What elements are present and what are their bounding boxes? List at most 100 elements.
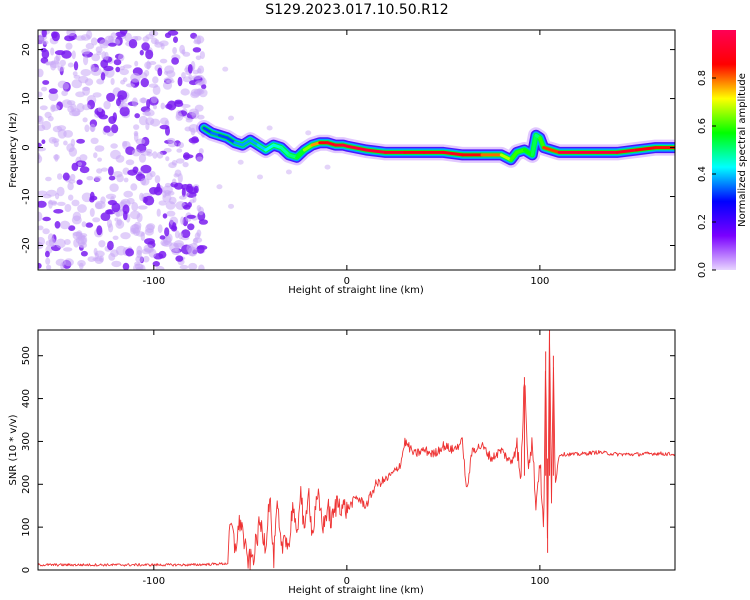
noise-blob — [38, 91, 43, 98]
noise-blob — [85, 222, 94, 228]
ridge-segment — [302, 143, 314, 152]
noise-blob — [47, 200, 58, 205]
noise-blob — [153, 104, 157, 110]
noise-blob — [152, 151, 158, 159]
noise-blob — [55, 238, 66, 249]
noise-blob — [139, 97, 148, 104]
noise-blob — [61, 90, 68, 97]
noise-blob — [177, 173, 183, 184]
noise-blob — [106, 92, 116, 102]
noise-blob — [168, 196, 177, 205]
ridge-segment — [241, 138, 252, 147]
noise-blob — [193, 39, 202, 45]
ridge-segment — [634, 146, 658, 152]
noise-blob — [90, 64, 95, 72]
noise-blob — [192, 196, 197, 203]
snr-x-axis-label: Height of straight line (km) — [288, 585, 424, 596]
noise-blob — [65, 42, 73, 50]
colorbar-tick-label: 0.8 — [697, 70, 708, 86]
noise-blob — [140, 78, 149, 88]
y-tick-label: -20 — [21, 237, 32, 253]
noise-blob — [198, 219, 208, 225]
noise-blob — [92, 217, 101, 223]
noise-blob — [144, 195, 155, 206]
noise-blob — [159, 58, 168, 64]
noise-blob — [64, 204, 72, 212]
noise-blob — [174, 182, 184, 190]
noise-blob — [185, 185, 194, 193]
noise-blob — [192, 47, 202, 53]
noise-blob — [141, 42, 150, 51]
noise-blob — [165, 103, 173, 110]
noise-blob — [110, 149, 121, 160]
noise-blob — [100, 212, 111, 222]
noise-blob — [156, 208, 161, 217]
noise-blob — [173, 173, 179, 178]
colorbar-ticks: 0.0 0.2 0.4 0.6 0.8 — [697, 70, 716, 278]
ridge-segment — [225, 136, 237, 145]
noise-blob — [159, 124, 170, 130]
snr-frame — [37, 329, 676, 571]
noise-blob — [66, 143, 75, 153]
noise-blob — [154, 175, 161, 184]
noise-blob — [152, 261, 160, 267]
noise-blob — [237, 159, 244, 165]
noise-blob — [190, 127, 196, 136]
noise-blob — [144, 228, 154, 236]
y-tick-label: 200 — [21, 475, 32, 494]
noise-blob — [130, 183, 138, 191]
ridge-segment — [202, 126, 214, 135]
noise-blob — [185, 117, 193, 123]
noise-blob — [135, 138, 146, 145]
noise-blob — [131, 202, 139, 212]
y-tick-label: 0 — [21, 144, 32, 150]
noise-blob — [131, 223, 140, 234]
noise-blob — [41, 30, 47, 38]
noise-blob — [82, 117, 88, 123]
noise-blob — [139, 192, 144, 201]
noise-blob — [103, 100, 111, 110]
noise-blob — [111, 260, 122, 268]
noise-blob — [175, 158, 185, 164]
noise-blob — [79, 154, 88, 162]
noise-blob — [99, 39, 110, 49]
noise-blob — [187, 64, 193, 74]
noise-blob — [123, 190, 133, 198]
noise-blob — [84, 124, 90, 133]
noise-blob — [111, 202, 121, 213]
noise-blob — [64, 35, 75, 42]
noise-blob — [134, 35, 142, 41]
noise-blob — [167, 141, 177, 148]
noise-blob — [145, 34, 154, 40]
noise-blob — [166, 210, 176, 217]
noise-blob — [123, 64, 132, 69]
noise-blob — [72, 71, 78, 77]
noise-blob — [38, 236, 46, 246]
noise-blob — [158, 250, 167, 259]
noise-blob — [79, 166, 90, 174]
noise-blob — [77, 260, 86, 267]
noise-blob — [131, 149, 141, 157]
noise-blob — [172, 47, 178, 55]
noise-blob — [186, 214, 196, 219]
noise-blob — [197, 65, 205, 74]
spectrogram-y-ticks: -20 -10 0 10 20 — [21, 43, 675, 254]
noise-blob — [90, 137, 99, 144]
noise-blob — [324, 164, 331, 170]
noise-blob — [146, 172, 153, 181]
noise-blob — [191, 136, 199, 143]
noise-blob — [63, 140, 68, 146]
noise-blob — [82, 104, 91, 111]
noise-blob — [67, 182, 74, 191]
noise-blob — [162, 185, 174, 195]
ridge-segment — [295, 148, 306, 159]
noise-blob — [196, 245, 205, 254]
noise-blob — [144, 61, 152, 69]
noise-blob — [82, 86, 91, 91]
ridge-segment — [538, 136, 546, 150]
noise-blob — [125, 83, 136, 88]
noise-blob — [182, 162, 189, 168]
noise-blob — [125, 248, 134, 257]
noise-blob — [137, 205, 148, 210]
